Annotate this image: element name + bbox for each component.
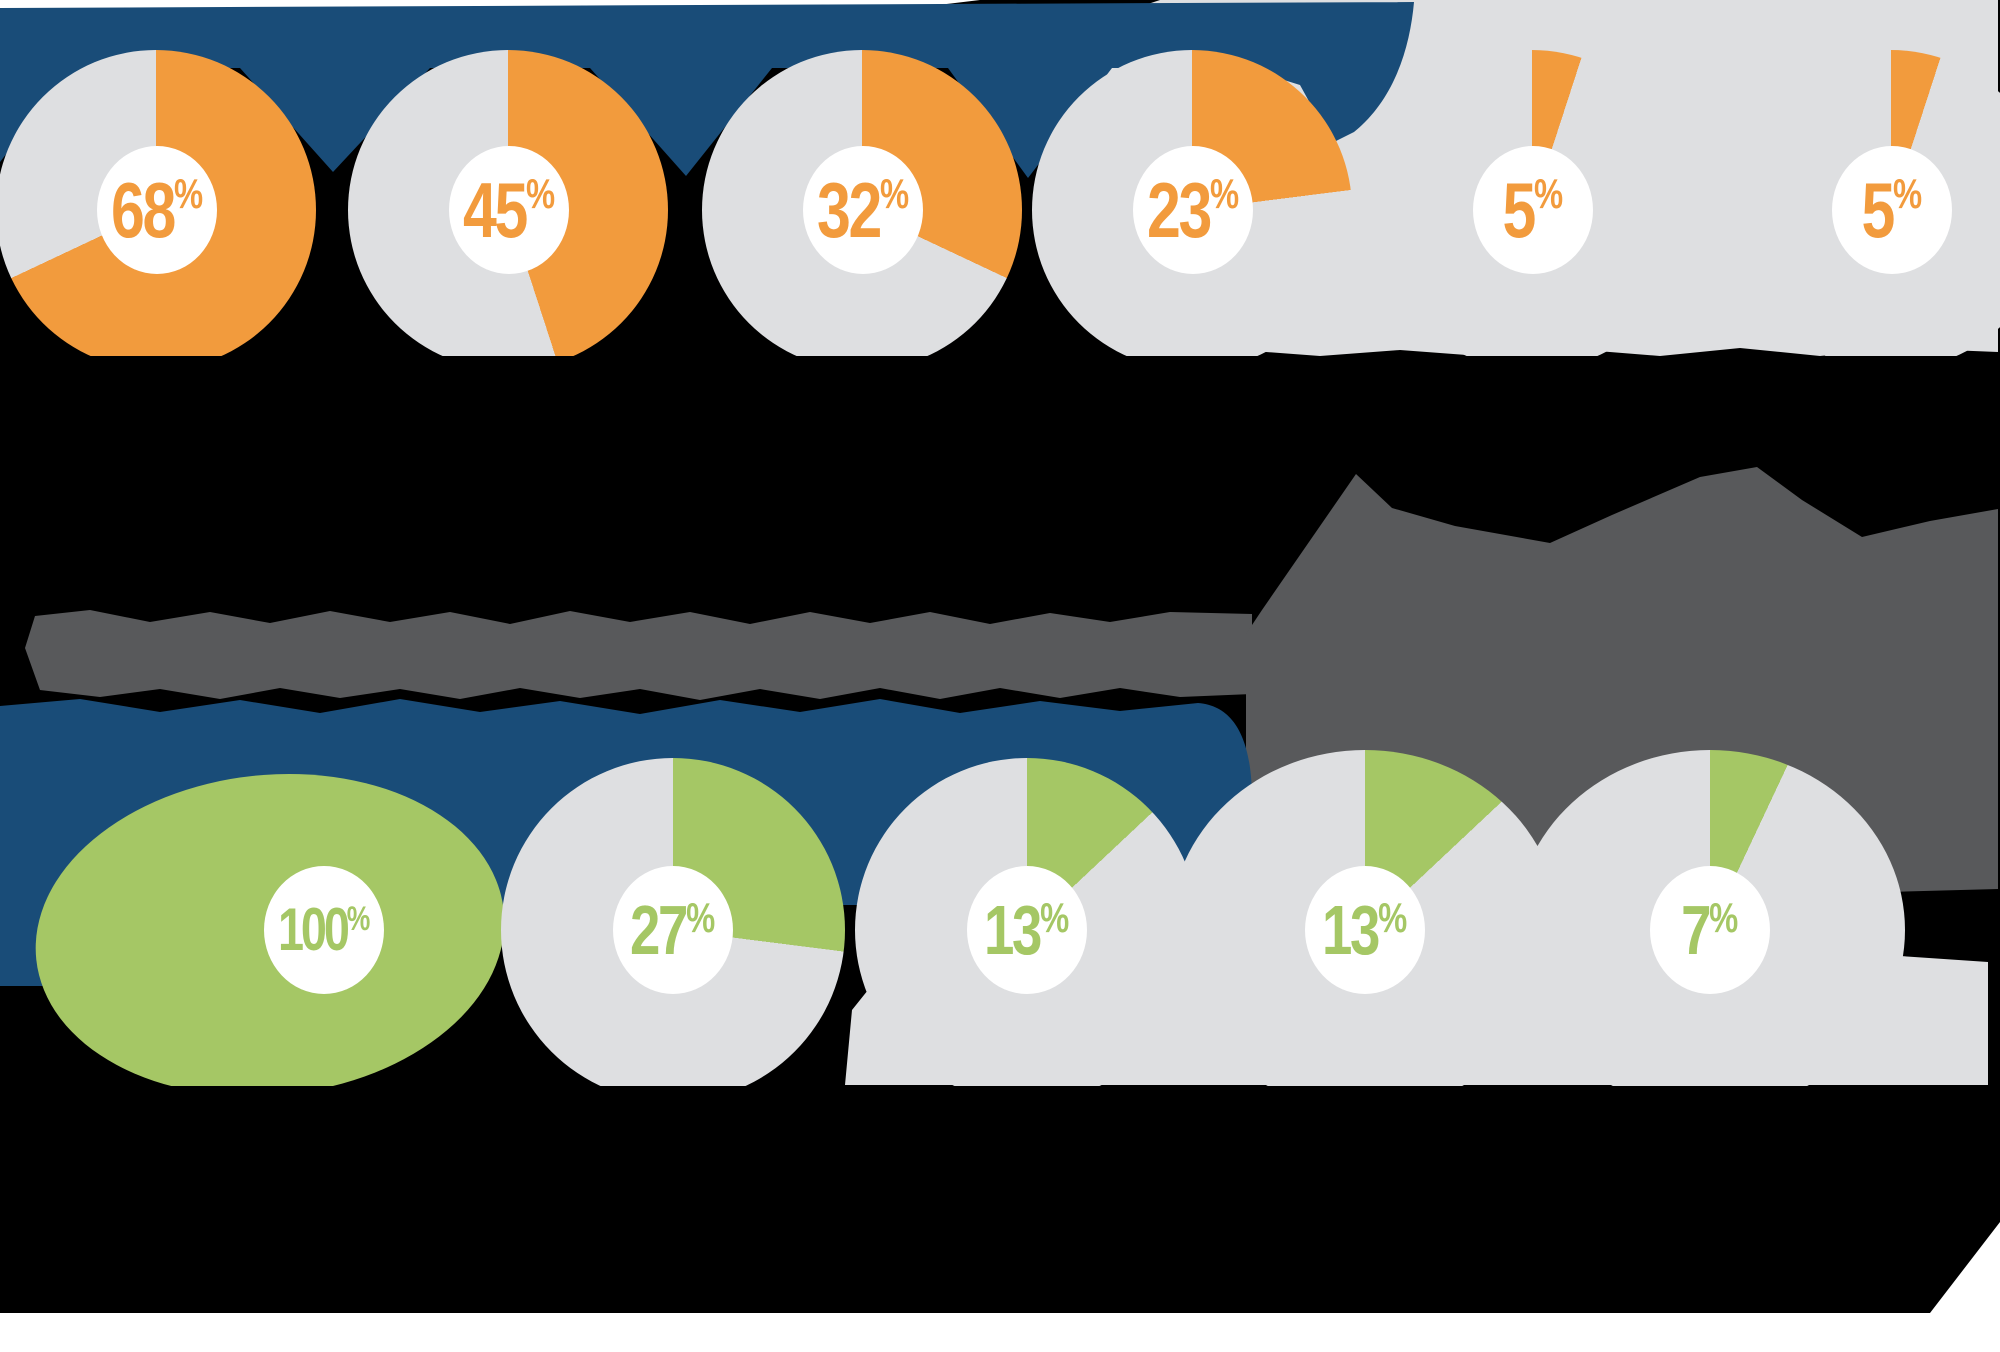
badge-7pct: 7% — [1650, 866, 1770, 994]
badge-value: 23 — [1146, 166, 1212, 254]
badge-5pct-a: 5% — [1473, 146, 1593, 274]
badge-value: 7 — [1681, 891, 1711, 969]
merged-gray-text-band — [25, 610, 1252, 700]
bottom-labels-mask — [0, 1086, 2000, 1313]
badge-value: 13 — [1322, 891, 1380, 969]
percent-sign: % — [879, 170, 910, 217]
badge-value: 100 — [277, 896, 350, 963]
badge-value: 5 — [1861, 166, 1896, 254]
badge-45pct: 45% — [449, 146, 569, 274]
badge-68pct: 68% — [97, 146, 217, 274]
badge-value: 68 — [110, 166, 176, 254]
badge-23pct: 23% — [1133, 146, 1253, 274]
badge-13pct-b: 13% — [1305, 866, 1425, 994]
badge-value: 45 — [462, 166, 528, 254]
badge-5pct-b: 5% — [1832, 146, 1952, 274]
badge-value: 13 — [984, 891, 1042, 969]
percent-sign: % — [1209, 170, 1240, 217]
badge-value: 5 — [1502, 166, 1537, 254]
badge-13pct-a: 13% — [967, 866, 1087, 994]
percent-sign: % — [1709, 894, 1739, 941]
percent-sign: % — [525, 170, 556, 217]
footer-diagonal-slash — [1930, 1222, 2000, 1313]
percent-sign: % — [1040, 894, 1070, 941]
percent-sign: % — [173, 170, 204, 217]
badge-value: 32 — [816, 166, 882, 254]
badge-100pct: 100% — [264, 866, 384, 994]
top-labels-mask — [0, 356, 2000, 470]
badge-value: 27 — [630, 891, 688, 969]
percent-sign: % — [686, 894, 716, 941]
percent-sign: % — [1893, 170, 1923, 217]
footer-white-strip — [0, 1313, 2000, 1352]
badge-32pct: 32% — [803, 146, 923, 274]
percent-sign: % — [1378, 894, 1408, 941]
percent-sign: % — [1534, 170, 1564, 217]
badge-27pct: 27% — [613, 866, 733, 994]
percent-sign: % — [346, 900, 371, 938]
